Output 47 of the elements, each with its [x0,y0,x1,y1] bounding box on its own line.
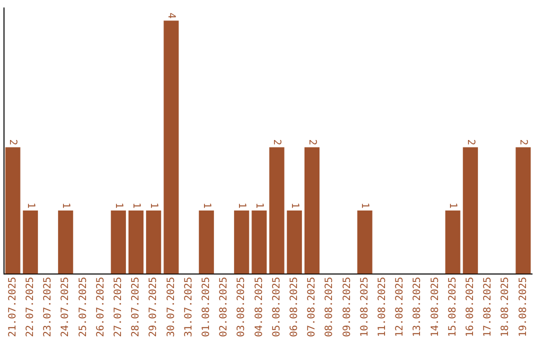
x-tick-label: 11.08.2025 [376,276,388,338]
data-label: 2 [271,139,282,146]
data-label: 1 [60,202,72,209]
x-tick-label: 07.08.2025 [306,276,318,338]
data-label: 1 [236,202,248,209]
x-tick-label: 03.08.2025 [236,276,248,338]
x-tick-label: 02.08.2025 [218,276,230,338]
x-tick-label: 06.08.2025 [288,276,300,338]
x-tick-label: 24.07.2025 [60,276,72,338]
x-tick-label: 17.08.2025 [482,276,494,338]
data-label: 1 [288,202,300,209]
x-tick-label: 23.07.2025 [42,276,54,338]
data-label: 1 [112,202,124,209]
x-tick-label: 04.08.2025 [254,276,265,338]
x-tick-label: 25.07.2025 [78,276,89,338]
x-tick-label: 15.08.2025 [447,276,458,338]
data-label: 1 [24,202,36,209]
x-tick-label: 14.08.2025 [430,276,441,338]
x-tick-label: 28.07.2025 [130,276,142,338]
x-tick-label: 16.08.2025 [464,276,476,338]
data-label: 1 [359,202,370,209]
data-label: 1 [130,202,142,209]
data-label: 2 [306,139,318,146]
x-tick-label: 21.07.2025 [7,276,18,338]
x-tick-label: 27.07.2025 [112,276,124,338]
data-label: 1 [200,202,212,209]
data-label: 2 [7,139,18,146]
x-tick-label: 13.08.2025 [412,276,424,338]
x-tick-label: 29.07.2025 [148,276,160,338]
data-label: 4 [166,12,177,19]
x-tick-label: 22.07.2025 [24,276,36,338]
x-tick-label: 10.08.2025 [359,276,370,338]
x-tick-label: 30.07.2025 [166,276,177,338]
x-tick-label: 26.07.2025 [95,276,106,338]
data-label: 1 [447,202,458,209]
x-tick-label: 05.08.2025 [271,276,282,338]
x-tick-label: 01.08.2025 [200,276,212,338]
x-tick-label: 31.07.2025 [183,276,194,338]
x-tick-label: 08.08.2025 [324,276,336,338]
x-tick-label: 12.08.2025 [394,276,406,338]
data-label: 1 [254,202,265,209]
x-tick-label: 19.08.2025 [518,276,529,338]
data-label: 2 [518,139,529,146]
data-label: 1 [148,202,160,209]
x-tick-label: 18.08.2025 [500,276,512,338]
data-label: 2 [464,139,476,146]
x-tick-label: 09.08.2025 [342,276,353,338]
